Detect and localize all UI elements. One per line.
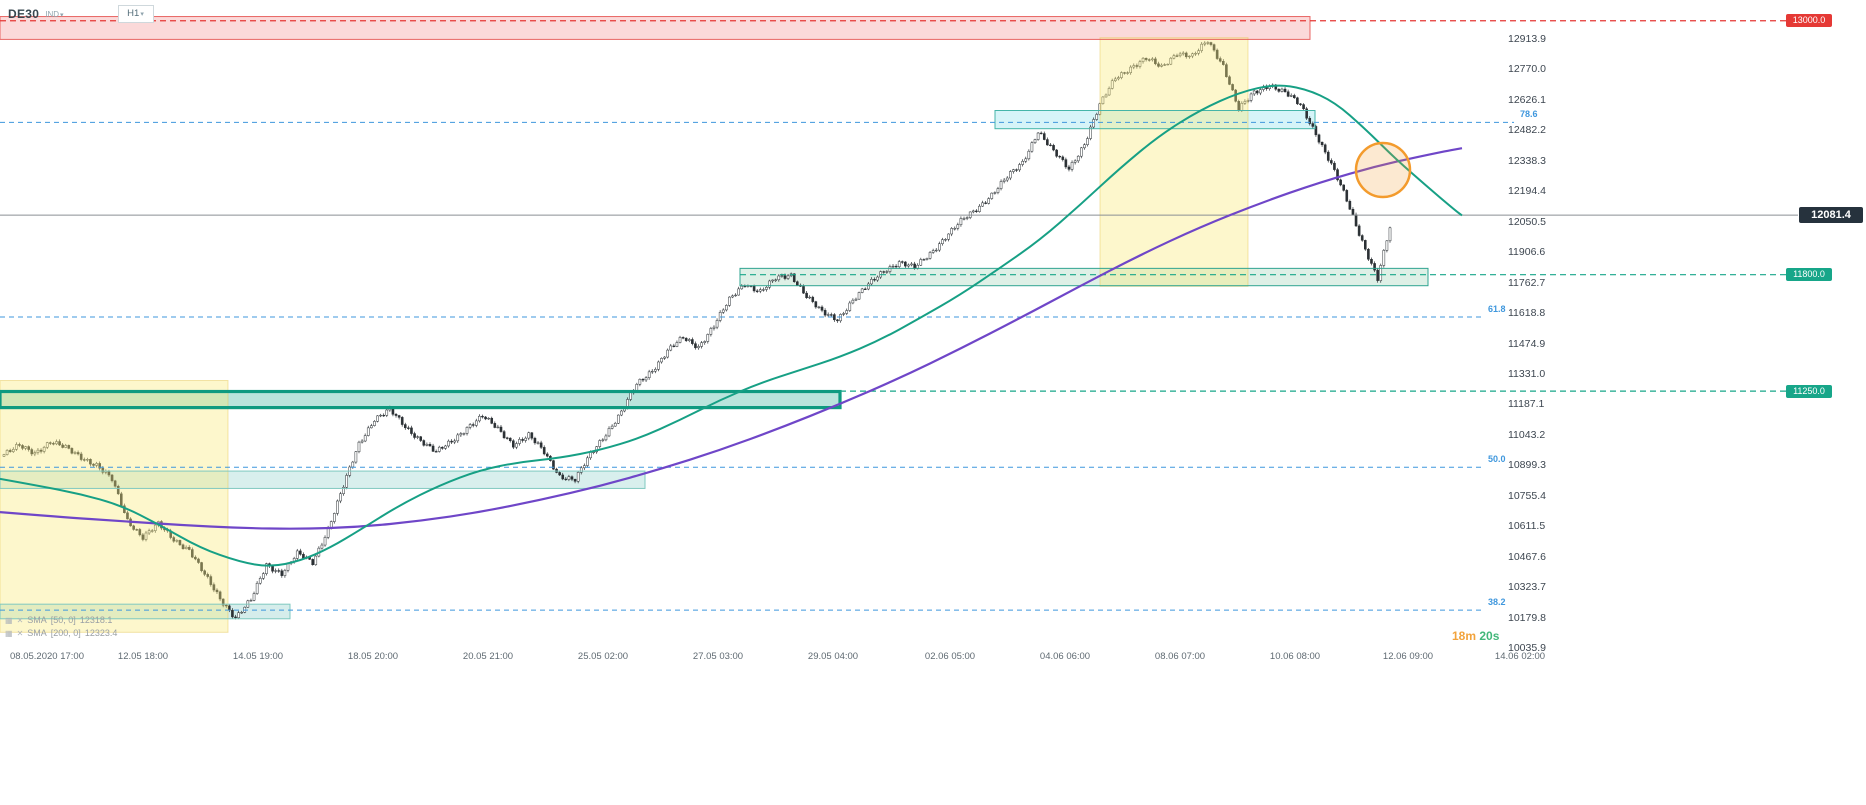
price-axis-label: 12050.5	[1508, 215, 1546, 228]
candle-countdown-timer: 18m 20s	[1452, 629, 1499, 643]
price-axis-label: 11187.1	[1508, 398, 1545, 411]
price-axis-label: 11474.9	[1508, 337, 1546, 350]
chevron-down-icon: ▾	[140, 11, 144, 18]
highlight-layer	[0, 37, 1249, 633]
timeframe-label: H1	[127, 8, 140, 19]
price-axis-label: 11331.0	[1508, 367, 1546, 380]
price-level-badge: 11800.0	[1786, 268, 1832, 282]
fib-level-label: 38.2	[1488, 597, 1506, 608]
time-axis-label: 29.05 04:00	[807, 651, 859, 662]
indicator-name: SMA	[27, 628, 47, 638]
price-level-badge: 11250.0	[1786, 384, 1832, 398]
price-axis-label: 11762.7	[1508, 276, 1546, 289]
indicator-settings-icon[interactable]: ▦	[5, 629, 13, 638]
time-axis-label: 08.05.2020 17:00	[10, 651, 84, 662]
indicator-params: [200, 0]	[50, 628, 81, 638]
time-axis-label: 02.06 05:00	[924, 651, 976, 662]
moving-averages-layer	[0, 84, 1463, 567]
price-axis-label: 10467.6	[1508, 550, 1546, 563]
instrument-type-label: IND	[45, 9, 59, 19]
indicator-value: 12318.1	[79, 615, 113, 625]
sma200-line	[0, 147, 1463, 530]
price-axis-label: 12482.2	[1508, 124, 1546, 137]
indicator-name: SMA	[27, 615, 47, 625]
resistance-zone-13000	[0, 16, 1311, 40]
annotations-layer	[1354, 141, 1412, 199]
price-axis-label: 12626.1	[1508, 93, 1546, 106]
indicator-legend-sma200: ▦ ✕ SMA [200, 0] 12323.4	[5, 628, 117, 639]
price-level-badge: 13000.0	[1786, 14, 1832, 28]
time-axis-label: 14.06 02:00	[1494, 651, 1546, 662]
price-axis-label: 12913.9	[1508, 33, 1546, 45]
countdown-seconds: 20s	[1479, 629, 1500, 643]
price-axis-label: 12194.4	[1508, 185, 1546, 198]
price-axis-label: 10899.3	[1508, 459, 1546, 472]
price-axis-label: 11043.2	[1508, 428, 1546, 441]
price-axis-label: 10179.8	[1508, 611, 1546, 624]
symbol-label[interactable]: DE30	[8, 7, 40, 21]
support-zone-11800	[739, 267, 1429, 287]
price-axis-label: 10611.5	[1508, 520, 1546, 533]
time-axis-label: 25.05 02:00	[577, 651, 629, 662]
fib-level-label: 61.8	[1488, 304, 1506, 315]
price-axis-label: 12338.3	[1508, 154, 1546, 167]
time-axis-label: 04.06 06:00	[1039, 651, 1091, 662]
supply-zone-12500	[994, 110, 1316, 130]
fib-level-label: 78.6	[1520, 109, 1538, 120]
zones-layer	[0, 16, 1428, 619]
indicator-legend-sma50: ▦ ✕ SMA [50, 0] 12318.1	[5, 615, 112, 626]
price-level-badge: 12081.4	[1799, 207, 1863, 224]
support-zone-10250	[0, 603, 291, 620]
time-axis-label: 12.06 09:00	[1382, 651, 1434, 662]
instrument-type-dropdown[interactable]: IND▾	[45, 10, 63, 19]
fib-level-label: 50.0	[1488, 454, 1506, 465]
time-axis-label: 10.06 08:00	[1269, 651, 1321, 662]
price-axis-label: 11906.6	[1508, 246, 1546, 259]
indicator-remove-icon[interactable]: ✕	[16, 616, 24, 625]
candles-layer	[2, 41, 1392, 620]
indicator-remove-icon[interactable]: ✕	[16, 629, 24, 638]
timeframe-selector[interactable]: H1▾	[117, 5, 154, 23]
attention-circle	[1354, 141, 1412, 199]
time-axis-label: 18.05 20:00	[347, 651, 399, 662]
time-axis-label: 14.05 19:00	[232, 651, 284, 662]
time-axis-label: 08.06 07:00	[1154, 651, 1206, 662]
indicator-value: 12323.4	[84, 628, 118, 638]
countdown-minutes: 18m	[1452, 629, 1477, 643]
levels-layer	[0, 16, 1798, 620]
support-zone-10850	[0, 470, 646, 489]
indicator-params: [50, 0]	[50, 615, 76, 625]
time-axis-label: 20.05 21:00	[462, 651, 514, 662]
price-axis-label: 11618.8	[1508, 307, 1546, 320]
chart-header: DE30 IND▾ H1▾	[8, 4, 154, 24]
time-axis-label: 27.05 03:00	[692, 651, 744, 662]
major-zone-11250	[0, 389, 842, 410]
indicator-settings-icon[interactable]: ▦	[5, 616, 13, 625]
sma50-line	[0, 84, 1463, 567]
time-axis-label: 12.05 18:00	[117, 651, 169, 662]
price-axis-label: 12770.0	[1508, 63, 1546, 76]
price-axis-label: 10755.4	[1508, 489, 1546, 502]
chevron-down-icon: ▾	[60, 11, 64, 19]
price-axis-label: 10035.9	[1508, 642, 1546, 654]
price-axis-label: 10323.7	[1508, 581, 1546, 594]
